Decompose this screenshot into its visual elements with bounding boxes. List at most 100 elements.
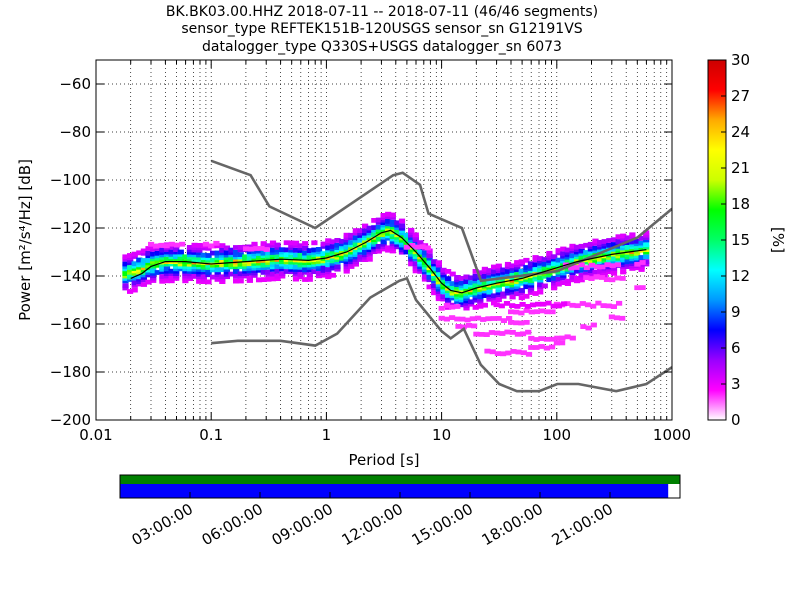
density-cell	[540, 301, 547, 307]
density-cell	[385, 245, 392, 251]
density-cell	[366, 247, 373, 253]
time-tick-label: 15:00:00	[409, 500, 476, 549]
density-cell	[599, 264, 606, 270]
density-cell	[366, 235, 373, 241]
density-cell	[352, 237, 359, 243]
density-cell	[491, 274, 498, 279]
density-cell	[362, 242, 369, 248]
density-cell	[196, 279, 203, 284]
density-cell	[140, 267, 147, 273]
density-cell	[592, 269, 599, 275]
density-cell	[150, 268, 157, 274]
density-cell	[598, 275, 605, 280]
density-cell	[421, 267, 429, 272]
density-cell	[440, 270, 447, 275]
density-cell	[168, 268, 175, 274]
density-cell	[136, 250, 143, 256]
density-cell	[624, 264, 631, 269]
density-cell	[315, 266, 323, 271]
density-cell	[458, 280, 465, 286]
density-cell	[153, 243, 160, 249]
density-cell	[136, 279, 143, 284]
density-cell	[560, 253, 567, 259]
density-cell	[191, 242, 198, 248]
density-cell	[546, 250, 553, 256]
density-cell	[588, 276, 595, 281]
density-cell	[315, 251, 323, 257]
density-cell	[484, 348, 491, 354]
density-cell	[608, 314, 615, 320]
density-cell	[339, 255, 346, 261]
density-cell	[443, 316, 450, 322]
density-cell	[578, 262, 585, 268]
density-cell	[265, 276, 272, 282]
colorbar: 0 3 6 9 12 15 18 21 24 27 30 [%]	[707, 51, 787, 429]
density-cell	[546, 253, 553, 259]
density-cell	[200, 279, 207, 284]
density-cell	[609, 277, 616, 283]
y-tick-label: −80	[59, 123, 91, 141]
density-cell	[518, 261, 525, 267]
density-cell	[569, 275, 576, 280]
density-cell	[592, 260, 599, 265]
colorbar-tick-label: 15	[731, 231, 750, 249]
density-cell	[191, 269, 198, 274]
density-cell	[274, 273, 281, 279]
density-cell	[389, 219, 396, 225]
density-cell	[219, 274, 226, 280]
density-cell	[210, 257, 217, 263]
density-cell	[398, 249, 406, 255]
y-tick-label: −60	[59, 75, 91, 93]
density-cell	[486, 268, 493, 273]
density-cell	[508, 320, 515, 325]
colorbar-label: [%]	[769, 227, 787, 253]
density-cell	[468, 292, 475, 297]
density-cell	[223, 250, 230, 256]
density-cell	[638, 235, 645, 241]
density-cell	[569, 302, 576, 308]
density-cell	[590, 303, 597, 309]
x-axis: 0.01 0.1 1 10 100 1000	[79, 60, 691, 444]
y-tick-label: −140	[50, 267, 91, 285]
density-cell	[320, 251, 327, 256]
density-cell	[200, 267, 207, 272]
density-cell	[481, 269, 488, 274]
density-cell	[514, 260, 521, 265]
density-cell	[426, 267, 433, 273]
density-cell	[233, 249, 240, 255]
density-cell	[458, 283, 465, 288]
density-cell	[588, 262, 595, 268]
density-cell	[537, 277, 544, 283]
density-cell	[421, 257, 429, 263]
density-cell	[537, 289, 544, 295]
density-cell	[555, 269, 562, 275]
density-cell	[122, 271, 129, 276]
density-cell	[210, 250, 217, 256]
title-line-3: datalogger_type Q330S+USGS datalogger_sn…	[202, 39, 562, 55]
density-cell	[362, 223, 369, 229]
colorbar-tick-label: 24	[731, 123, 750, 141]
density-cell	[385, 219, 392, 224]
density-cell	[509, 280, 516, 285]
density-cell	[334, 254, 341, 260]
density-cell	[592, 238, 599, 244]
density-cell	[131, 275, 138, 281]
density-cell	[145, 246, 152, 251]
density-cell	[421, 274, 429, 280]
density-cell	[325, 262, 332, 268]
density-cell	[408, 227, 415, 233]
density-cell	[525, 351, 533, 357]
density-cell	[490, 316, 497, 321]
density-cell	[269, 271, 277, 277]
density-cell	[154, 250, 161, 256]
density-cell	[514, 331, 521, 337]
density-cell	[260, 265, 267, 270]
density-cell	[145, 267, 152, 273]
density-cell	[297, 243, 304, 249]
density-cell	[527, 263, 535, 269]
density-cell	[549, 336, 556, 342]
density-cell	[136, 257, 143, 263]
y-tick-label: −120	[50, 219, 91, 237]
density-cell	[150, 275, 157, 281]
